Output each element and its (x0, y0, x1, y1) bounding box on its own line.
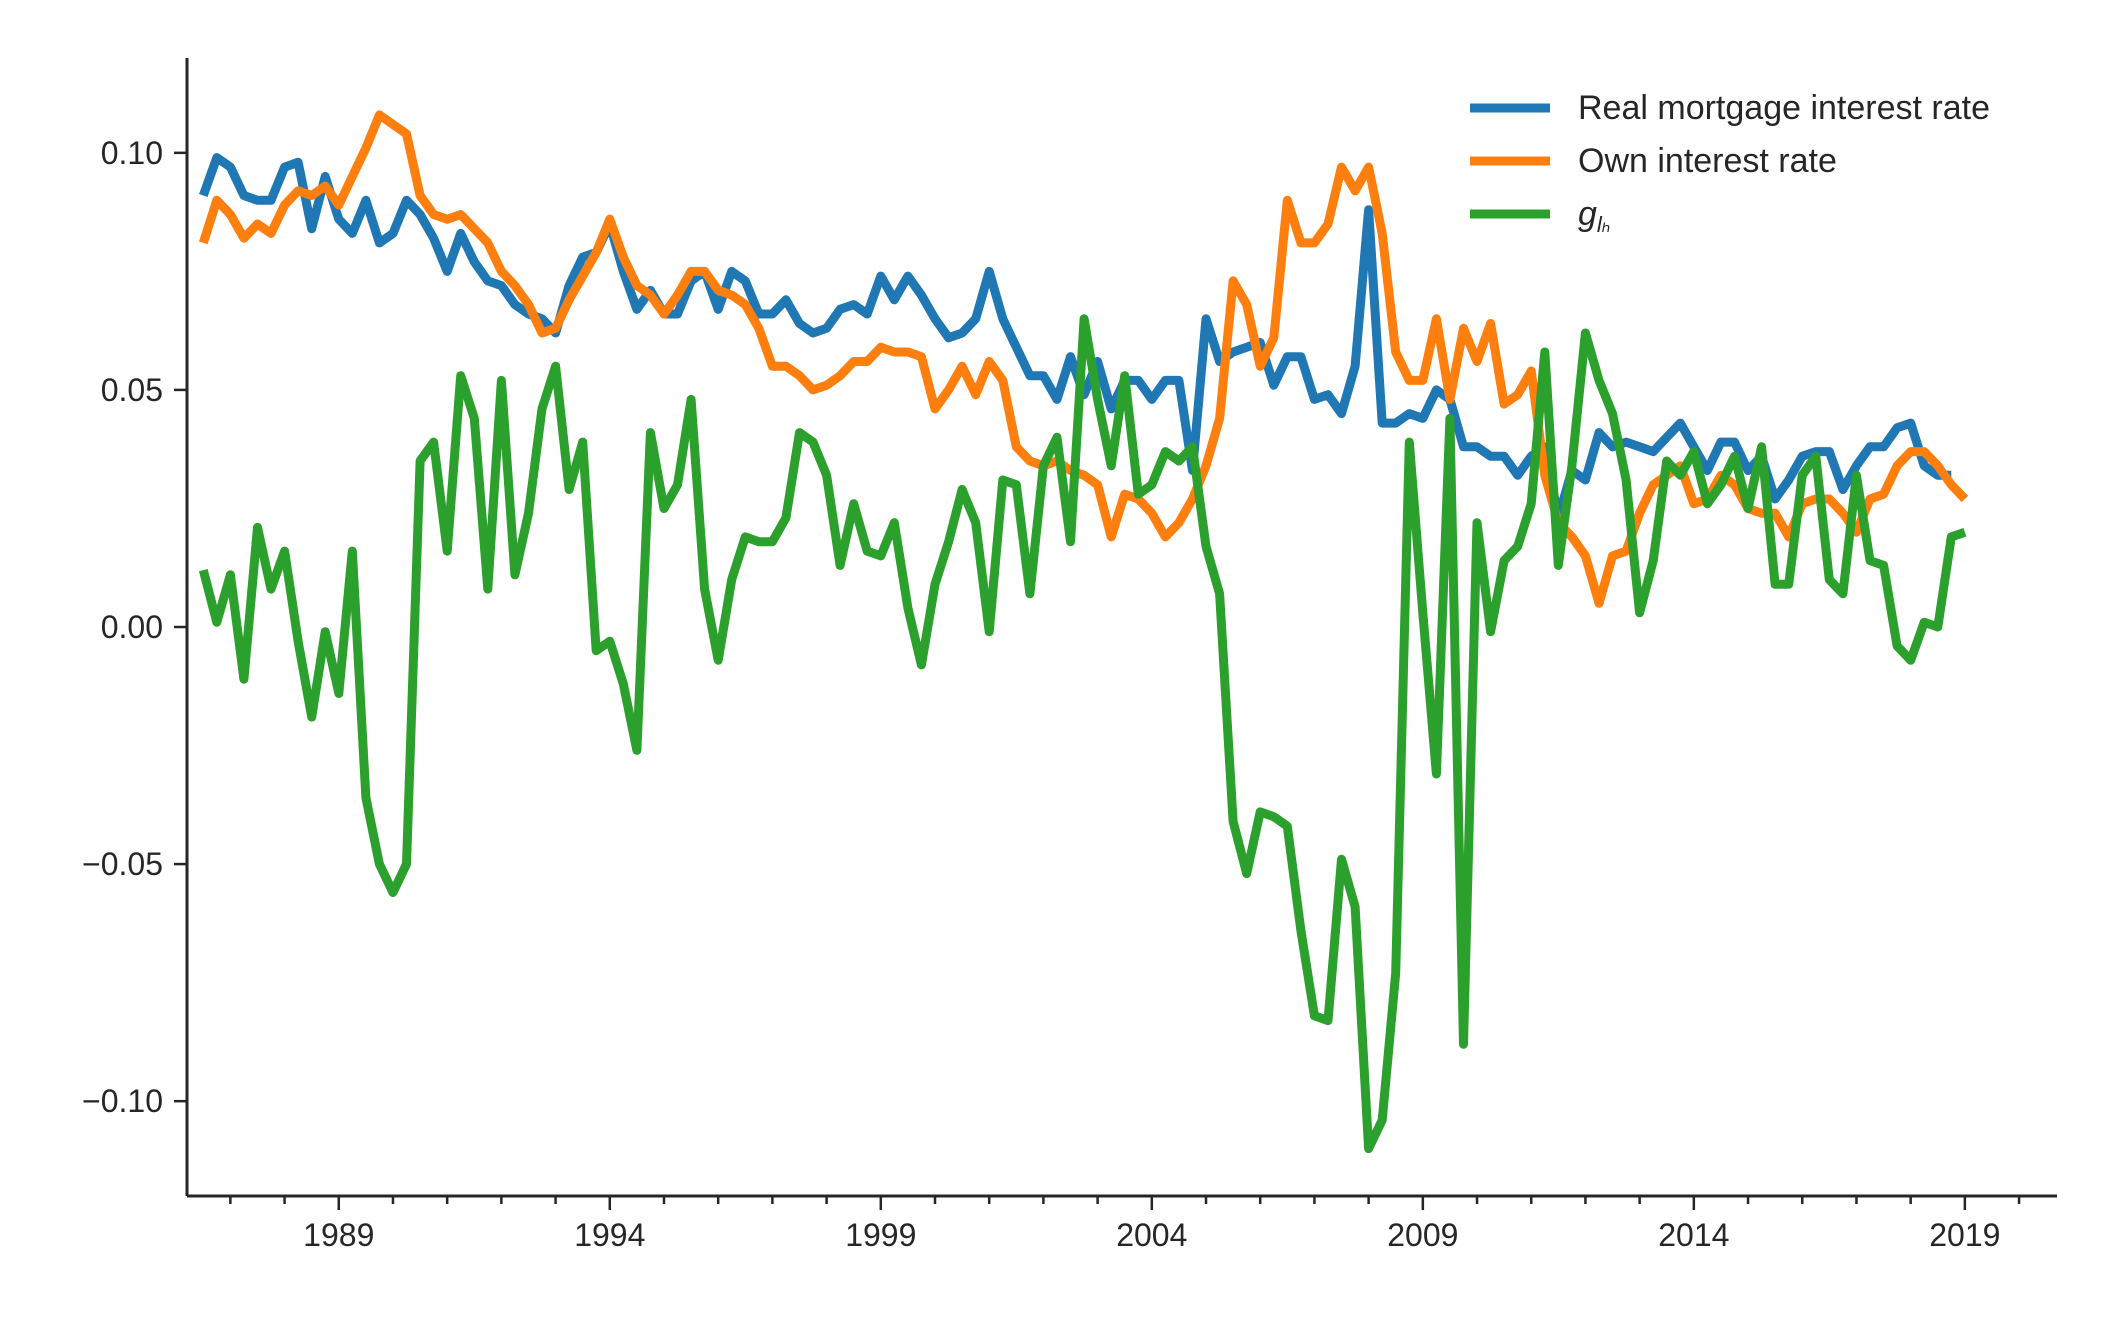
y-ticks: 0.10 0.05 0.00 −0.05 −0.10 (82, 135, 187, 1119)
legend-item-0: Real mortgage interest rate (1470, 89, 1990, 127)
series-line-2 (198, 314, 1967, 1154)
x-tick-label: 2004 (1116, 1217, 1187, 1253)
legend: Real mortgage interest rate Own interest … (1470, 89, 1990, 237)
y-tick-label: −0.05 (82, 846, 163, 882)
x-tick-label: 2014 (1658, 1217, 1729, 1253)
legend-label: glₕ (1578, 195, 1611, 237)
legend-item-1: Own interest rate (1470, 142, 1837, 180)
plot-lines (198, 110, 1969, 1154)
axes (185, 58, 2057, 1198)
y-tick-label: −0.10 (82, 1083, 163, 1119)
legend-item-2: glₕ (1470, 195, 1611, 237)
x-tick-label: 1989 (303, 1217, 374, 1253)
x-tick-label: 1999 (845, 1217, 916, 1253)
x-tick-label: 2009 (1387, 1217, 1458, 1253)
legend-label: Real mortgage interest rate (1578, 89, 1990, 127)
y-tick-label: 0.00 (101, 609, 163, 645)
x-tick-label: 2019 (1929, 1217, 2000, 1253)
legend-label: Own interest rate (1578, 142, 1837, 180)
y-tick-label: 0.05 (101, 372, 163, 408)
x-tick-label: 1994 (574, 1217, 645, 1253)
y-tick-label: 0.10 (101, 135, 163, 171)
x-ticks: 1989 1994 1999 2004 2009 2014 2019 (229, 1196, 2021, 1253)
